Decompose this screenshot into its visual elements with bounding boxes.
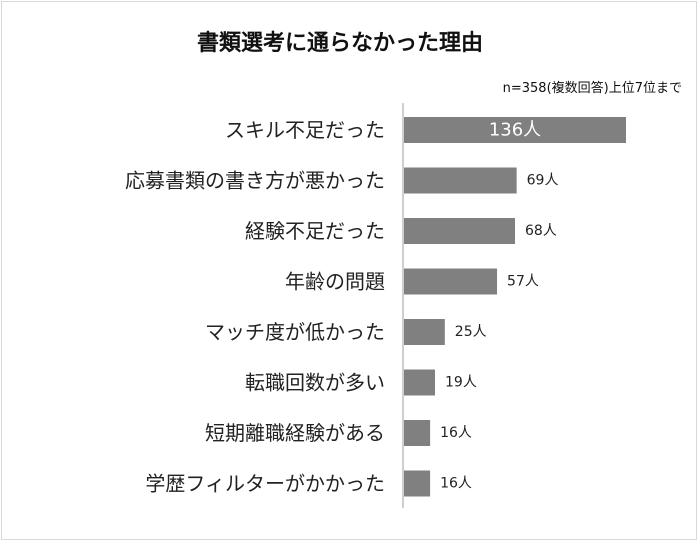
value-label: 16人 bbox=[440, 476, 472, 492]
category-label: マッチ度が低かった bbox=[205, 320, 385, 344]
value-label: 136人 bbox=[489, 120, 541, 141]
category-label: スキル不足だった bbox=[225, 118, 385, 142]
bar bbox=[404, 167, 517, 194]
category-label: 転職回数が多い bbox=[245, 371, 385, 395]
bar bbox=[404, 470, 431, 497]
category-label: 応募書類の書き方が悪かった bbox=[125, 169, 385, 193]
bar bbox=[404, 319, 445, 345]
bar bbox=[404, 420, 431, 446]
category-label: 経験不足だった bbox=[245, 219, 385, 243]
value-label: 19人 bbox=[445, 375, 477, 391]
bar bbox=[404, 218, 515, 244]
bar bbox=[404, 369, 436, 396]
category-label: 学歴フィルターがかかった bbox=[145, 472, 385, 496]
chart-title: 書類選考に通らなかった理由 bbox=[197, 30, 483, 56]
bar bbox=[404, 117, 626, 143]
value-label: 68人 bbox=[525, 223, 557, 239]
value-label: 57人 bbox=[507, 274, 539, 290]
category-label: 短期離職経験がある bbox=[205, 421, 385, 445]
bar bbox=[404, 268, 498, 295]
category-label: 年齢の問題 bbox=[285, 270, 385, 294]
value-label: 16人 bbox=[440, 425, 472, 441]
value-label: 69人 bbox=[527, 173, 559, 189]
value-label: 25人 bbox=[455, 324, 487, 340]
sample-note: n=358(複数回答)上位7位まで bbox=[503, 80, 682, 96]
